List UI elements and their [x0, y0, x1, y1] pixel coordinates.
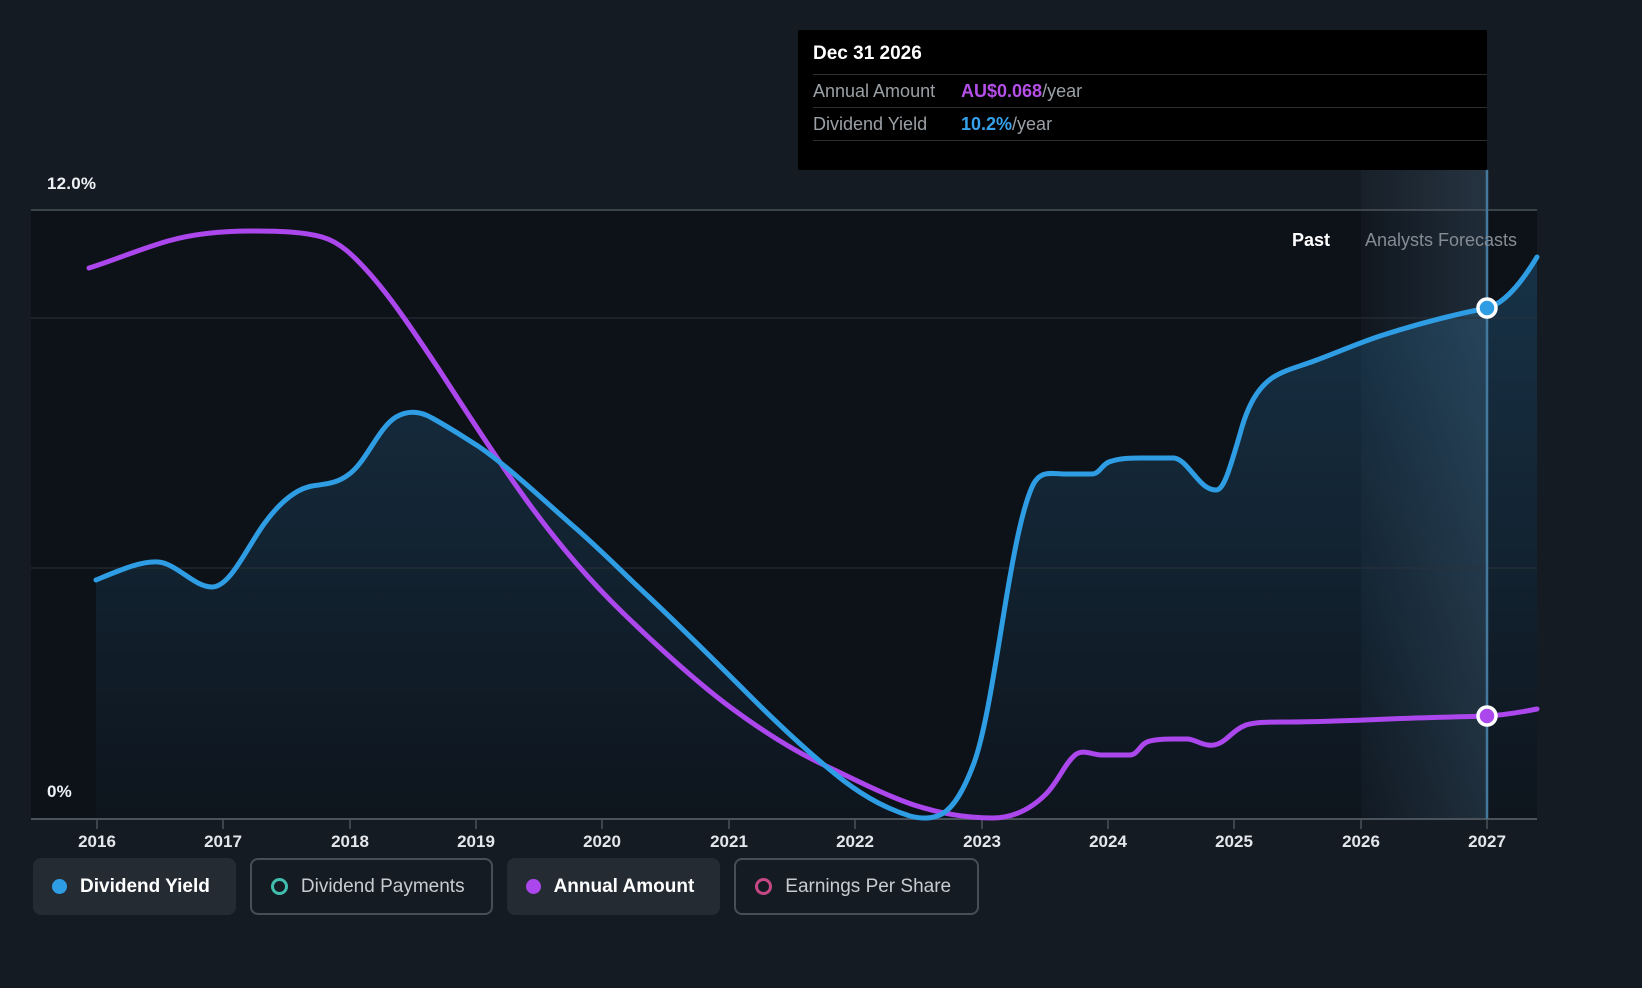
x-tick-2025: 2025 — [1215, 832, 1253, 851]
dividend-yield-marker[interactable] — [1476, 297, 1498, 319]
tooltip-separator — [813, 107, 1487, 108]
analysts-forecasts-zone-label: Analysts Forecasts — [1365, 230, 1518, 250]
legend-label-dividend-yield: Dividend Yield — [80, 875, 210, 897]
x-tick-2018: 2018 — [331, 832, 369, 851]
tooltip-annual-amount-value: AU$0.068 — [961, 80, 1043, 101]
annual-amount-line[interactable] — [86, 228, 1540, 821]
legend-label-earnings-per-share: Earnings Per Share — [785, 875, 952, 897]
forecast-highlight-band — [1361, 170, 1487, 819]
legend-label-annual-amount: Annual Amount — [553, 875, 695, 897]
dividend-yield-dot-icon — [52, 879, 67, 894]
x-tick-2026: 2026 — [1342, 832, 1380, 851]
legend-item-dividend-yield[interactable]: Dividend Yield — [33, 858, 236, 915]
tooltip-annual-amount-suffix: /year — [1042, 80, 1083, 101]
dividend-yield-line[interactable] — [93, 254, 1540, 821]
x-tick-2020: 2020 — [583, 832, 621, 851]
x-tick-2016: 2016 — [78, 832, 116, 851]
tooltip-separator — [813, 74, 1487, 75]
x-tick-2021: 2021 — [710, 832, 748, 851]
y-axis-bottom-label: 0% — [47, 782, 72, 801]
y-axis-top-label: 12.0% — [47, 174, 97, 193]
legend-item-dividend-payments[interactable]: Dividend Payments — [249, 858, 493, 915]
x-tick-2022: 2022 — [836, 832, 874, 851]
legend-label-dividend-payments: Dividend Payments — [300, 875, 465, 897]
x-tick-2024: 2024 — [1089, 832, 1127, 851]
x-tick-2027: 2027 — [1468, 832, 1506, 851]
tooltip-dividend-yield-row: Dividend Yield 10.2%/year — [798, 108, 1487, 140]
earnings-per-share-ring-icon — [755, 878, 773, 895]
x-tick-2017: 2017 — [204, 832, 242, 851]
annual-amount-dot-icon — [525, 879, 541, 894]
tooltip-dividend-yield-value: 10.2% — [961, 113, 1013, 134]
x-tick-2023: 2023 — [963, 832, 1001, 851]
annual-amount-marker[interactable] — [1476, 705, 1498, 727]
hover-tooltip: Dec 31 2026 Annual Amount AU$0.068/year … — [798, 30, 1487, 170]
past-zone-label: Past — [1291, 230, 1330, 250]
tooltip-annual-amount-row: Annual Amount AU$0.068/year — [798, 75, 1487, 107]
legend-item-earnings-per-share[interactable]: Earnings Per Share — [734, 858, 980, 915]
x-tick-2019: 2019 — [457, 832, 495, 851]
legend-item-annual-amount[interactable]: Annual Amount — [506, 858, 721, 915]
tooltip-dividend-yield-suffix: /year — [1012, 113, 1053, 134]
tooltip-annual-amount-label: Annual Amount — [813, 80, 936, 101]
tooltip-separator — [813, 140, 1487, 141]
tooltip-date: Dec 31 2026 — [813, 43, 922, 64]
chart-legend: Dividend Yield Dividend Payments Annual … — [33, 858, 980, 915]
dividend-payments-ring-icon — [270, 878, 288, 895]
tooltip-dividend-yield-label: Dividend Yield — [813, 113, 928, 134]
dividend-yield-area — [96, 257, 1537, 819]
x-axis-ticks — [96, 819, 1488, 829]
